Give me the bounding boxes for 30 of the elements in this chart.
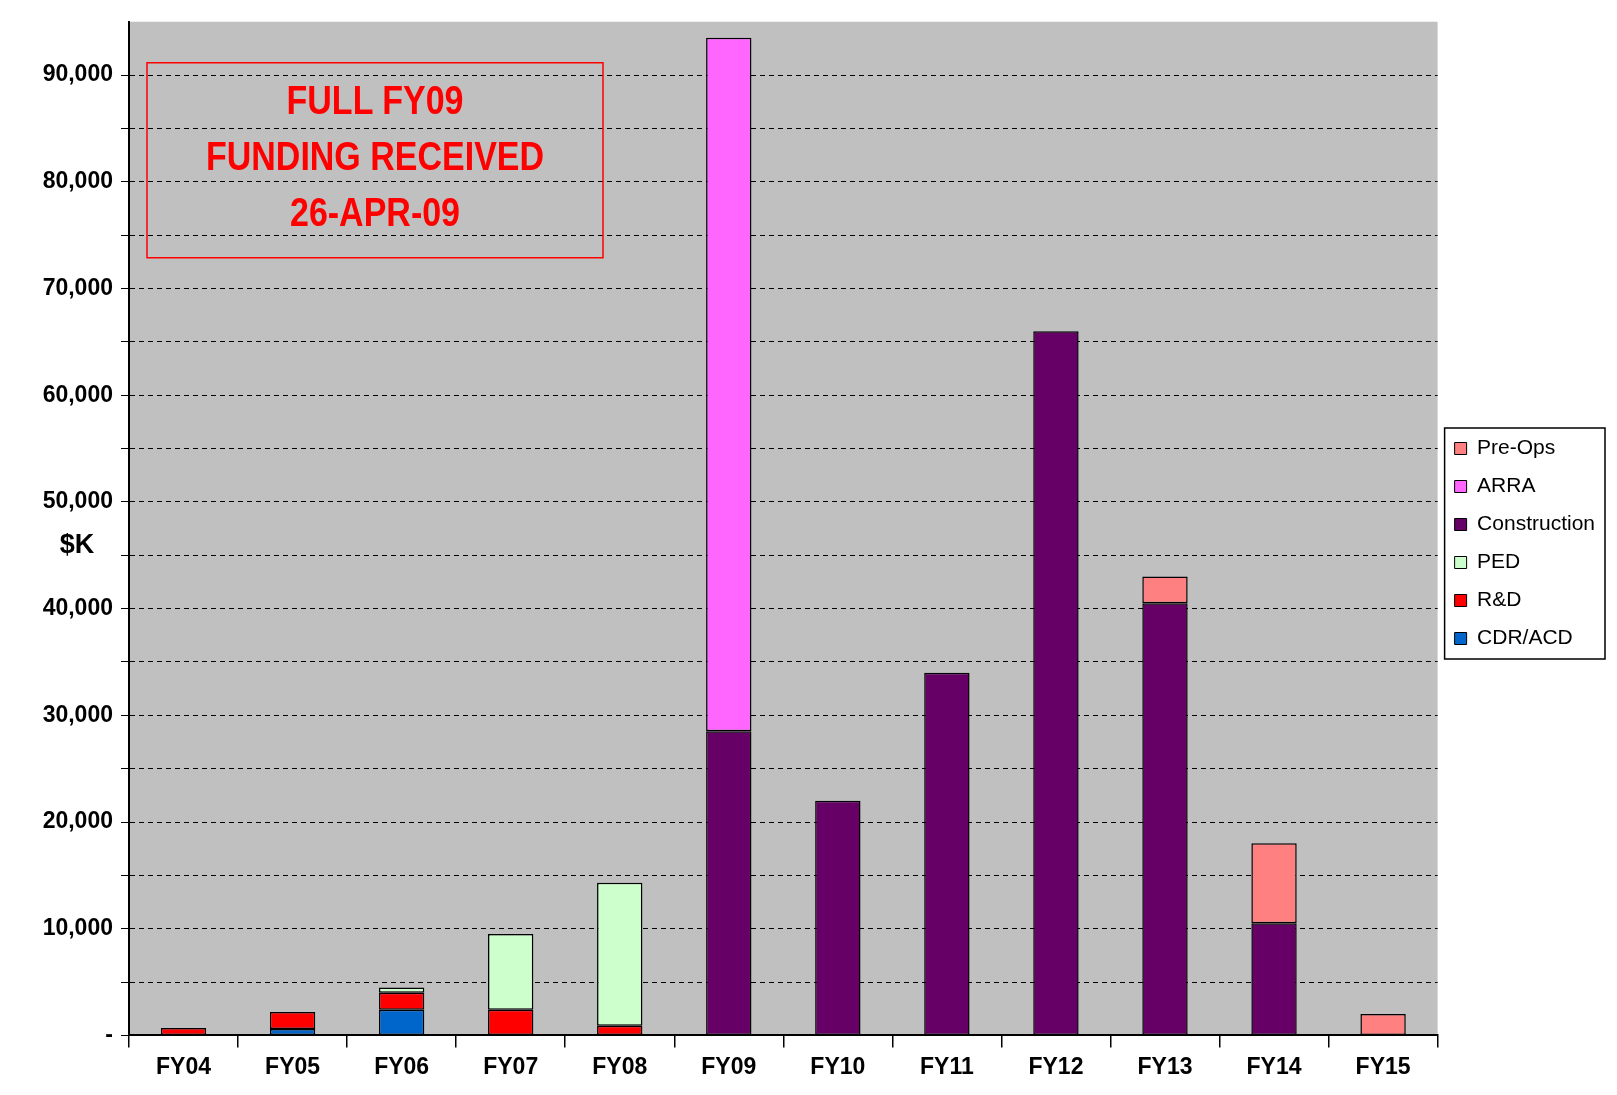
- x-tick-label: FY13: [1137, 1052, 1193, 1079]
- y-tick-label: 10,000: [42, 914, 113, 941]
- legend-label: CDR/ACD: [1477, 625, 1573, 649]
- y-tick-label: 40,000: [42, 593, 113, 620]
- legend-label: R&D: [1477, 587, 1522, 611]
- x-tick-label: FY14: [1246, 1052, 1302, 1079]
- y-tick-label: 50,000: [42, 487, 113, 514]
- x-tick-label: FY04: [156, 1052, 212, 1079]
- legend-label: Pre-Ops: [1477, 435, 1556, 459]
- y-tick-label: 20,000: [42, 807, 113, 834]
- y-tick-label: 70,000: [42, 273, 113, 300]
- y-axis-title: $K: [59, 529, 95, 560]
- legend-label: Construction: [1477, 511, 1595, 535]
- x-tick-label: FY06: [374, 1052, 430, 1079]
- y-tick-label: 90,000: [42, 60, 113, 87]
- y-tick-label: 30,000: [42, 700, 113, 727]
- x-tick-label: FY15: [1355, 1052, 1411, 1079]
- x-tick-label: FY09: [701, 1052, 757, 1079]
- y-tick-label: -: [105, 1020, 113, 1047]
- x-tick-label: FY07: [483, 1052, 539, 1079]
- legend-label: ARRA: [1477, 473, 1536, 497]
- y-tick-label: 80,000: [42, 167, 113, 194]
- legend-label: PED: [1477, 549, 1521, 573]
- x-tick-label: FY05: [265, 1052, 321, 1079]
- x-tick-label: FY08: [592, 1052, 648, 1079]
- y-tick-label: 60,000: [42, 380, 113, 407]
- x-tick-label: FY11: [920, 1052, 974, 1079]
- x-tick-label: FY12: [1028, 1052, 1084, 1079]
- x-tick-label: FY10: [810, 1052, 866, 1079]
- annotation: FULL FY09 FUNDING RECEIVED 26-APR-09: [205, 77, 545, 235]
